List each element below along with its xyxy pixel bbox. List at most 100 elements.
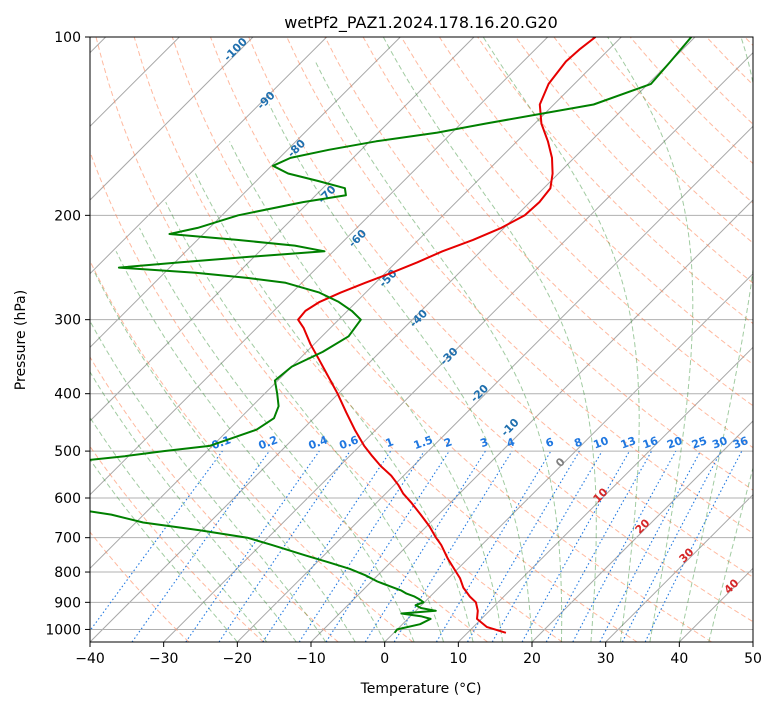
dry-adiabat-line [95,37,563,642]
profile-series [90,37,693,634]
mixing-ratio-line [90,450,223,632]
isotherm-line [90,37,475,422]
moist-adiabat-label: 10 [591,485,611,505]
dry-adiabat-line [706,37,753,86]
chart-title: wetPf2_PAZ1.2024.178.16.20.G20 [284,13,558,33]
x-tick-label: −20 [223,651,253,667]
mixing-ratio-line [131,450,270,642]
y-tick-label: 200 [54,208,81,224]
mixing-ratio-label: 20 [665,434,684,452]
mixing-ratio-line [325,450,450,642]
mixing-ratio-label: 1.5 [412,433,435,452]
moist-adiabat-line [229,141,503,642]
mixing-ratio-label: 2 [442,435,454,450]
isotherm-line [90,37,401,349]
mixing-ratio-label: 1 [384,435,396,450]
mixing-ratio-label: 10 [592,434,611,452]
isotherm-line [90,37,549,496]
moist-adiabat-label: 0 [553,455,568,470]
x-tick-label: 40 [670,651,688,667]
moist-adiabat-line [607,37,694,642]
mixing-ratio-label: 4 [505,435,517,450]
plot-area: -100-90-80-70-60-50-40-30-20-10 0 10 20 30 4… [90,37,753,642]
dry-adiabat-line [90,150,488,642]
plot-frame [89,36,754,643]
y-tick-label: 600 [54,491,81,507]
isotherm-line [605,493,753,642]
mixing-ratio-label: 6 [544,435,556,450]
dewpoint-profile-line [90,37,693,634]
dry-adiabat-labels: -100-90-80-70-60-50-40-30-20-10 [221,37,522,439]
mixing-ratio-label: 0.2 [257,433,280,452]
moist-adiabat-line [90,416,268,642]
y-tick-label: 400 [54,387,81,403]
moist-adiabat-line [678,37,753,642]
mixing-ratio-line [185,450,320,642]
x-tick-label: 0 [380,651,389,667]
dry-adiabat-line [324,37,753,491]
y-tick-label: 500 [54,444,81,460]
mixing-ratio-label: 30 [710,434,729,452]
moist-adiabat-line [314,61,563,642]
moist-adiabat-line [482,37,640,642]
dry-adiabat-line [90,259,414,642]
moist-adiabat-line [115,251,386,642]
moist-adiabat-line [139,227,415,642]
dry-adiabat-line [90,531,190,642]
dry-adiabat-line [362,37,753,449]
dry-adiabat-line [171,37,712,642]
isotherm-line [163,51,753,642]
skewed-isotherms [90,37,753,642]
moist-adiabat-line [90,458,238,642]
mixing-ratio-lines [90,450,743,642]
dry-adiabat-label: -60 [346,227,369,250]
isotherm-line [236,125,753,642]
mixing-ratio-line [521,450,630,642]
x-tick-label: −30 [149,651,179,667]
dry-adiabats [90,37,753,642]
mixing-ratio-label: 0.6 [338,433,361,452]
isotherm-line [90,37,622,570]
x-tick-label: −40 [75,651,105,667]
y-tick-label: 700 [54,531,81,547]
mixing-ratio-line [545,450,653,642]
isotherm-line [531,420,753,642]
mixing-ratio-line [218,450,351,642]
isotherm-line [752,641,753,642]
isotherm-line [457,346,753,642]
dry-adiabat-label: -20 [468,382,491,405]
mixing-ratio-line [262,450,392,642]
mixing-ratio-label: 36 [731,434,750,452]
x-tick-label: 30 [597,651,615,667]
dry-adiabat-line [133,37,638,642]
y-tick-label: 1000 [45,622,81,638]
mixing-ratio-line [572,450,677,642]
mixing-ratio-label: 16 [641,434,660,452]
dry-adiabat-line [744,37,753,47]
y-tick-label: 800 [54,565,81,581]
isotherm-line [384,272,753,642]
dry-adiabat-label: -90 [254,89,277,112]
isotherm-line [678,567,753,642]
moist-adiabat-line [194,173,474,642]
mixing-ratio-line [298,450,425,642]
isotherm-line [90,37,254,201]
mixing-ratio-label: 3 [478,435,490,450]
x-tick-label: 50 [744,651,762,667]
mixing-ratio-label: 25 [690,434,709,451]
mixing-ratio-label: 13 [619,434,638,451]
moist-adiabat-line [94,272,356,642]
x-tick-label: 20 [523,651,541,667]
x-axis-label: Temperature (°C) [360,681,482,697]
isotherm-line [90,37,696,642]
moist-adiabat-line [708,466,753,642]
moist-adiabat-label: 30 [677,545,697,565]
dry-adiabat-line [400,37,753,407]
dry-adiabat-line [248,37,753,578]
moist-adiabat-line [90,320,327,642]
moist-adiabat-line [90,370,297,642]
y-tick-label: 300 [54,313,81,329]
